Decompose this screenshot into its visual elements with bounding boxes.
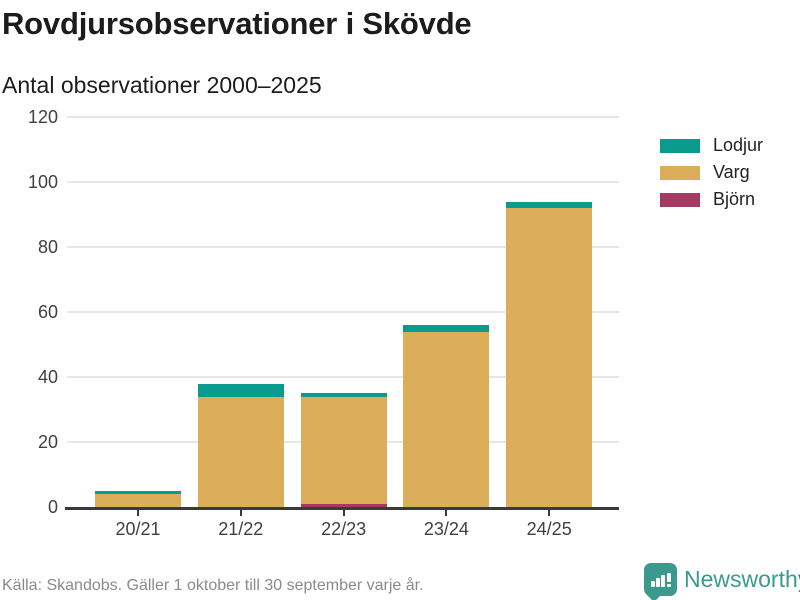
legend: Lodjur Varg Björn bbox=[660, 132, 763, 213]
x-tick-label: 23/24 bbox=[423, 519, 469, 539]
logo-exclamation-icon bbox=[667, 573, 671, 582]
legend-swatch bbox=[660, 138, 700, 153]
y-tick-label: 100 bbox=[27, 172, 58, 192]
brand-logo: Newsworthy bbox=[644, 563, 800, 600]
plot-area bbox=[67, 116, 619, 507]
bar-22-23 bbox=[300, 117, 387, 507]
y-tick-label: 20 bbox=[37, 432, 58, 452]
gridline bbox=[67, 311, 619, 313]
logo-bar-icon bbox=[661, 575, 665, 587]
legend-swatch bbox=[660, 192, 700, 207]
y-tick-label: 40 bbox=[37, 367, 58, 387]
bar-segment-lodjur bbox=[197, 383, 284, 397]
chart-subtitle: Antal observationer 2000–2025 bbox=[2, 72, 322, 98]
legend-label: Varg bbox=[713, 162, 750, 182]
x-axis-tick bbox=[239, 509, 242, 516]
bar-segment-lodjur bbox=[300, 393, 387, 397]
x-axis-line bbox=[65, 507, 619, 510]
y-tick-label: 120 bbox=[27, 107, 58, 127]
bar-segment-varg bbox=[95, 494, 181, 507]
bar-segment-björn bbox=[300, 503, 387, 507]
x-tick-label: 21/22 bbox=[218, 519, 264, 539]
y-tick-label: 0 bbox=[47, 497, 58, 517]
y-tick-label: 80 bbox=[37, 237, 58, 257]
legend-item-lodjur: Lodjur bbox=[660, 132, 763, 159]
speech-bubble-tail bbox=[646, 587, 662, 600]
x-tick-label: 24/25 bbox=[526, 519, 572, 539]
legend-item-björn: Björn bbox=[660, 186, 763, 213]
brand-name: Newsworthy bbox=[684, 566, 800, 592]
bar-20-21 bbox=[95, 117, 181, 507]
x-axis-tick bbox=[548, 509, 551, 516]
bar-segment-lodjur bbox=[403, 325, 490, 332]
legend-item-varg: Varg bbox=[660, 159, 763, 186]
chart-title: Rovdjursobservationer i Skövde bbox=[2, 6, 472, 41]
legend-label: Björn bbox=[713, 189, 756, 209]
logo-exclamation-dot bbox=[667, 584, 671, 587]
logo-bar-icon bbox=[656, 578, 660, 587]
bar-segment-varg bbox=[506, 208, 593, 507]
bar-21-22 bbox=[197, 117, 284, 507]
x-axis-tick bbox=[342, 509, 345, 516]
gridline bbox=[67, 181, 619, 183]
logo-bar-icon bbox=[651, 581, 655, 587]
legend-swatch bbox=[660, 165, 700, 180]
x-axis-tick bbox=[137, 509, 139, 516]
gridline bbox=[67, 246, 619, 248]
bar-segment-varg bbox=[197, 396, 284, 507]
x-tick-label: 22/23 bbox=[321, 519, 367, 539]
bar-segment-lodjur bbox=[95, 490, 181, 494]
bar-segment-varg bbox=[300, 396, 387, 504]
newsworthy-logo-icon bbox=[644, 563, 677, 600]
legend-label: Lodjur bbox=[713, 135, 764, 155]
y-tick-label: 60 bbox=[37, 302, 58, 322]
bar-23-24 bbox=[403, 117, 490, 507]
source-note: Källa: Skandobs. Gäller 1 oktober till 3… bbox=[2, 577, 424, 594]
bar-24-25 bbox=[506, 117, 593, 507]
gridline bbox=[67, 116, 619, 118]
gridline bbox=[67, 376, 619, 378]
x-tick-label: 20/21 bbox=[115, 519, 161, 539]
bar-segment-varg bbox=[403, 331, 490, 507]
x-axis-tick bbox=[445, 509, 448, 516]
bar-segment-lodjur bbox=[506, 201, 593, 208]
